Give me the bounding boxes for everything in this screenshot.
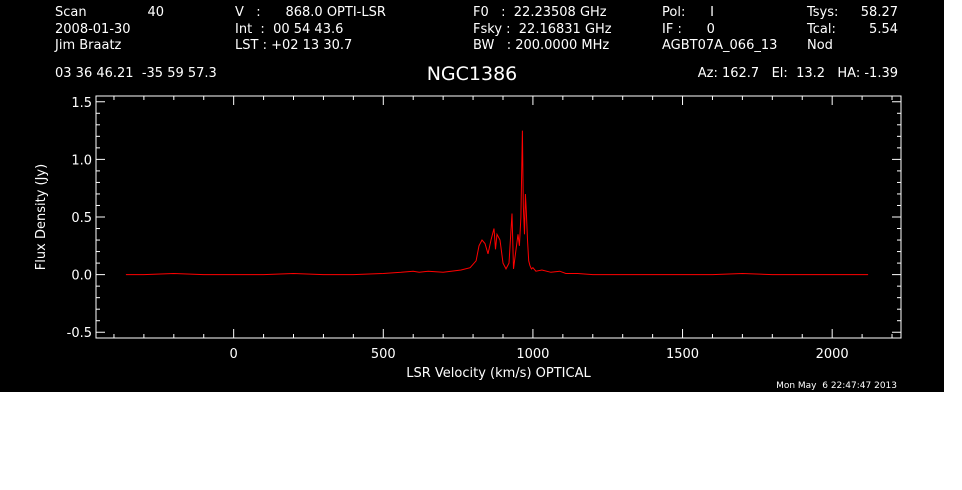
chart-title: NGC1386 [426, 63, 518, 85]
y-tick-label: 0.0 [71, 269, 92, 284]
y-tick-label: 1.5 [71, 96, 92, 111]
y-tick-label: 1.0 [71, 153, 92, 168]
integration-time: Int : 00 54 43.6 [235, 22, 344, 37]
tsys-value: 58.27 [860, 5, 898, 20]
procedure-name: Nod [807, 38, 833, 53]
plot-canvas: Scan 40 2008-01-30 Jim Braatz 03 36 46.2… [0, 0, 944, 392]
if-number: IF : 0 [662, 22, 715, 37]
x-axis-title: LSR Velocity (km/s) OPTICAL [406, 366, 591, 381]
rest-frequency: F0 : 22.23508 GHz [473, 5, 607, 20]
scan-number: 40 [147, 5, 164, 20]
pointing-info: Az: 162.7 El: 13.2 HA: -1.39 [697, 66, 898, 81]
lst-info: LST : +02 13 30.7 [235, 38, 353, 53]
x-tick-label: 500 [371, 347, 396, 362]
plot-frame [95, 95, 902, 339]
scan-label: Scan [55, 5, 87, 20]
x-tick-label: 0 [230, 347, 238, 362]
x-tick-label: 2000 [816, 347, 849, 362]
y-axis-title: Flux Density (Jy) [34, 164, 49, 270]
polarization: Pol: I [662, 5, 714, 20]
observation-date: 2008-01-30 [55, 22, 131, 37]
spectrum-plot: 0 500 1000 1500 2000 -0.5 0.0 0.5 1.0 1.5 LSR Velo… [34, 95, 902, 381]
y-tick-label: 0.5 [71, 211, 92, 226]
tcal-label: Tcal: [807, 22, 836, 37]
x-tick-label: 1000 [516, 347, 549, 362]
velocity-info: V : 868.0 OPTI-LSR [235, 5, 386, 20]
project-id: AGBT07A_066_13 [662, 38, 778, 53]
observer-name: Jim Braatz [55, 38, 122, 53]
x-tick-label: 1500 [666, 347, 699, 362]
tsys-label: Tsys: [807, 5, 839, 20]
timestamp: Mon May 6 22:47:47 2013 [776, 381, 897, 391]
sky-frequency: Fsky : 22.16831 GHz [473, 22, 612, 37]
spectrum-line [125, 130, 869, 276]
y-tick-label: -0.5 [67, 326, 92, 341]
bandwidth: BW : 200.0000 MHz [473, 38, 610, 53]
tcal-value: 5.54 [869, 22, 898, 37]
source-coordinates: 03 36 46.21 -35 59 57.3 [55, 66, 217, 81]
